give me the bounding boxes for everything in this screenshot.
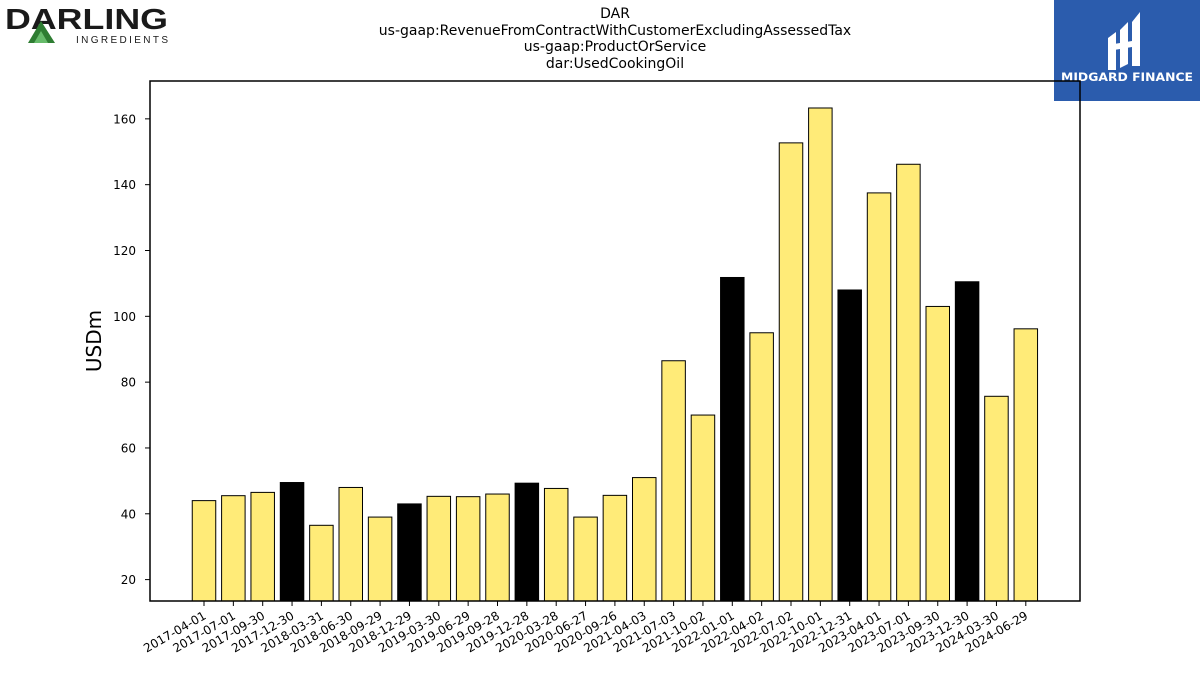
y-tick-label: 100 xyxy=(113,310,136,324)
y-tick-label: 120 xyxy=(113,244,136,258)
bar-2024-06-29 xyxy=(1013,328,1039,602)
y-tick-label: 40 xyxy=(121,507,136,521)
bar-2017-09-30 xyxy=(250,491,275,602)
y-axis: 20 40 60 80 100 120 140 160 xyxy=(113,112,150,587)
bar-2020-09-26 xyxy=(602,494,628,602)
x-axis: 2017-04-012017-07-012017-09-302017-12-30… xyxy=(141,601,1030,655)
bar-2019-09-28 xyxy=(485,493,510,602)
chart-title-line-3: us-gaap:ProductOrService xyxy=(523,39,707,55)
bar-2022-04-02 xyxy=(749,332,774,602)
bar-2022-07-02 xyxy=(778,142,804,602)
bar-2018-12-29 xyxy=(397,503,422,602)
bar-2018-06-30 xyxy=(338,486,363,602)
bar-2019-12-28 xyxy=(514,482,540,602)
bar-2021-04-03 xyxy=(632,477,657,602)
bar-2021-07-03 xyxy=(661,360,686,602)
company-logo-wordmark: DARLING xyxy=(5,4,168,36)
company-logo: DARLING INGREDIENTS xyxy=(5,4,168,46)
bar-2019-06-29 xyxy=(455,496,481,602)
bar-2023-07-01 xyxy=(896,163,921,602)
bar-2020-06-27 xyxy=(573,516,598,602)
bars-layer xyxy=(191,107,1039,602)
bar-2023-04-01 xyxy=(866,192,892,602)
y-tick-label: 160 xyxy=(113,112,136,126)
bar-2024-03-30 xyxy=(984,395,1009,602)
brand-logo-name: MIDGARD FINANCE xyxy=(1061,70,1193,84)
bar-2017-07-01 xyxy=(221,495,246,602)
bar-2022-01-01 xyxy=(720,276,745,602)
y-tick-label: 60 xyxy=(121,441,136,455)
bar-2020-03-28 xyxy=(543,487,569,602)
bar-2017-04-01 xyxy=(191,500,217,602)
chart-title: DAR us-gaap:RevenueFromContractWithCusto… xyxy=(0,6,1200,72)
bar-2018-03-31 xyxy=(309,524,334,602)
chart-title-line-1: DAR xyxy=(600,6,630,22)
bar-2022-10-01 xyxy=(808,107,833,602)
y-axis-label: USDm xyxy=(82,310,106,372)
company-logo-triangle-highlight-icon xyxy=(34,31,48,43)
company-logo-subtitle: INGREDIENTS xyxy=(76,35,168,46)
bar-2018-09-29 xyxy=(367,516,393,602)
bar-2023-12-30 xyxy=(954,281,980,602)
y-tick-label: 80 xyxy=(121,376,136,390)
y-tick-label: 20 xyxy=(121,573,136,587)
brand-logo-mark-icon xyxy=(1108,12,1140,70)
bar-2019-03-30 xyxy=(426,495,452,602)
bar-2023-09-30 xyxy=(925,305,950,602)
y-tick-label: 140 xyxy=(113,178,136,192)
chart-title-line-2: us-gaap:RevenueFromContractWithCustomerE… xyxy=(378,22,852,39)
brand-logo: MIDGARD FINANCE xyxy=(1054,0,1200,101)
bar-2021-10-02 xyxy=(690,414,716,602)
bar-2022-12-31 xyxy=(837,289,862,602)
chart-title-line-4: dar:UsedCookingOil xyxy=(545,55,685,72)
bar-2017-12-30 xyxy=(279,482,305,602)
